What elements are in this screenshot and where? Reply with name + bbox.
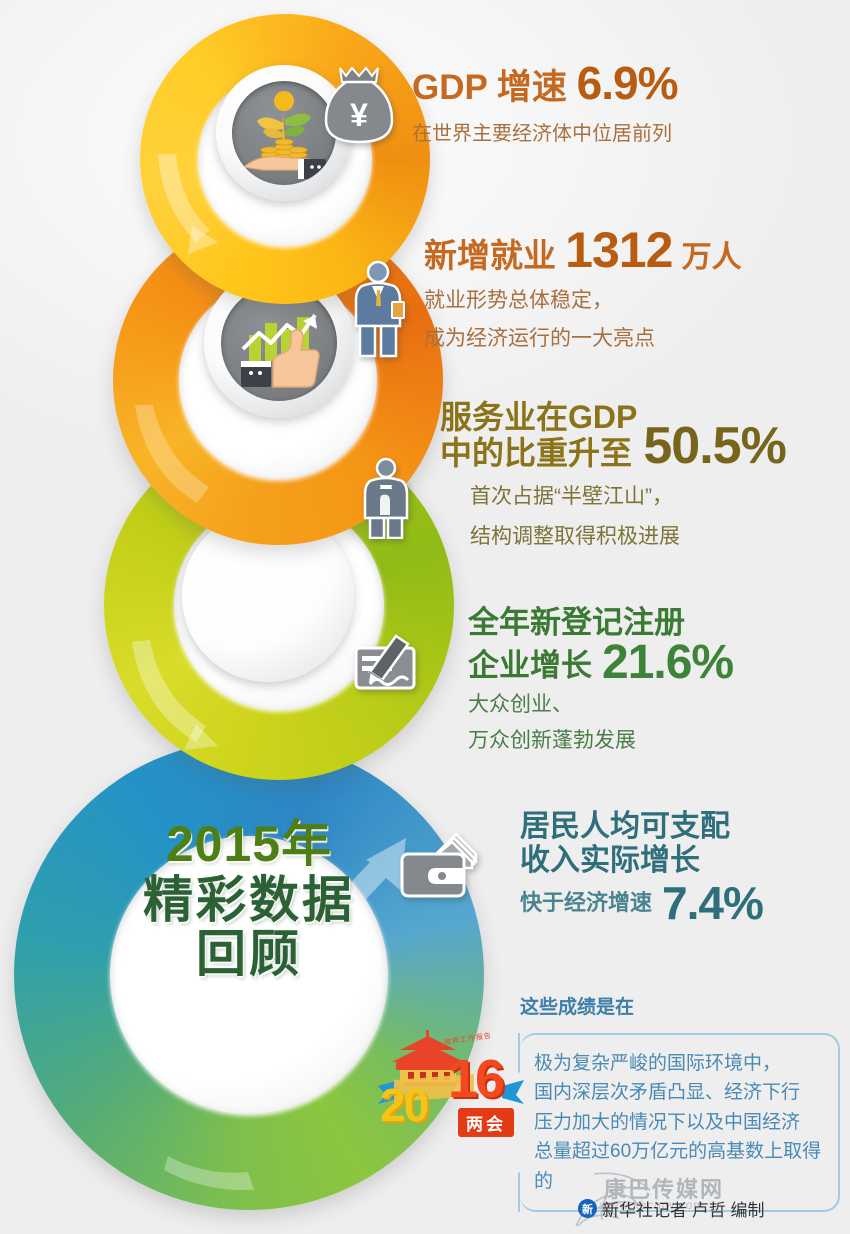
gdp-value: 6.9% xyxy=(576,57,679,109)
enterprises-subtext-line1: 大众创业、 xyxy=(468,692,573,716)
services-headline-line1: 服务业在GDP xyxy=(440,399,638,435)
enterprises-value: 21.6% xyxy=(602,635,734,689)
enterprises-headline-line1: 全年新登记注册 xyxy=(468,605,685,640)
employment-subtext-line2: 成为经济运行的一大亮点 xyxy=(424,327,655,351)
note-line4: 总量超过60万亿元的高基数上取得的 xyxy=(534,1141,822,1192)
service-worker-icon xyxy=(358,455,414,544)
credit-line: 新 新华社记者 卢哲 编制 xyxy=(578,1196,764,1221)
liang-hui-2016-badge: 政府工作报告 20 16 两会 xyxy=(374,1028,530,1146)
thumbs-up-bar-chart-icon xyxy=(241,313,320,388)
enterprises-headline-line2: 企业增长 xyxy=(468,648,592,684)
gdp-subtext: 在世界主要经济体中位居前列 xyxy=(412,122,672,145)
stat-block-new-enterprises: 全年新登记注册 企业增长 21.6% 大众创业、 万众创新蓬勃发展 xyxy=(468,605,848,757)
title-line2: 精彩数据 xyxy=(143,872,355,928)
income-headline-line2: 收入实际增长 xyxy=(520,843,700,877)
businessman-icon xyxy=(348,258,408,363)
stat-block-employment: 新增就业 1312 万人 就业形势总体稳定， 成为经济运行的一大亮点 xyxy=(424,222,844,355)
sign-document-pen-icon xyxy=(352,628,428,701)
income-sub-prefix: 快于经济增速 xyxy=(520,889,653,915)
medallion-employment-disc xyxy=(221,285,337,401)
medallion-gdp-disc xyxy=(232,81,336,185)
ring-income-overview xyxy=(14,740,484,1210)
services-headline-line2: 中的比重升至 xyxy=(440,434,633,471)
svg-text:¥: ¥ xyxy=(350,97,368,133)
services-headline: 服务业在GDP 中的比重升至 50.5% xyxy=(440,399,845,476)
note-line2: 国内深层次矛盾凸显、经济下行 xyxy=(534,1082,801,1104)
services-value: 50.5% xyxy=(643,417,786,476)
title-year: 2015年 xyxy=(165,816,333,872)
gdp-headline: GDP 增速 6.9% xyxy=(412,57,842,110)
badge-liang-hui-label: 两会 xyxy=(458,1108,514,1137)
note-lead: 这些成绩是在 xyxy=(520,997,635,1018)
services-subtext-line2: 结构调整取得积极进展 xyxy=(470,525,680,549)
employment-headline: 新增就业 1312 万人 xyxy=(424,222,844,278)
enterprises-subtext-line2: 万众创新蓬勃发展 xyxy=(468,729,636,753)
context-note: 这些成绩是在 极为复杂严峻的国际环境中， 国内深层次矛盾凸显、经济下行 压力加大… xyxy=(518,992,840,1213)
medallion-gdp xyxy=(216,65,352,201)
wallet-icon xyxy=(398,828,482,907)
money-bag-yen-icon: ¥ xyxy=(322,60,396,153)
badge-year-suffix: 16 xyxy=(448,1049,505,1109)
badge-year-prefix: 20 xyxy=(380,1079,429,1131)
employment-subtext-line1: 就业形势总体稳定， xyxy=(424,289,613,312)
xinhua-logo-icon: 新 xyxy=(578,1199,597,1218)
employment-headline-text: 新增就业 xyxy=(424,237,556,274)
income-value-row: 快于经济增速 7.4% xyxy=(520,877,850,930)
plant-coins-in-hand-icon xyxy=(242,91,326,179)
income-value: 7.4% xyxy=(662,877,764,930)
page-title: 2015年 精彩数据 回顾 xyxy=(110,760,388,1038)
note-line1: 极为复杂严峻的国际环境中， xyxy=(534,1053,782,1074)
employment-value: 1312 xyxy=(565,222,673,278)
gdp-headline-text: GDP 增速 xyxy=(412,68,567,107)
ring4-inner-disc xyxy=(110,836,388,1114)
services-subtext-line1: 首次占据“半壁江山”， xyxy=(470,484,673,508)
note-line3: 压力加大的情况下以及中国经济 xyxy=(534,1111,801,1133)
badge-medallion-2016: 政府工作报告 20 16 两会 xyxy=(182,510,524,1137)
stat-block-gdp: GDP 增速 6.9% 在世界主要经济体中位居前列 xyxy=(412,57,842,149)
note-box: 极为复杂严峻的国际环境中， 国内深层次矛盾凸显、经济下行 压力加大的情况下以及中… xyxy=(518,1033,840,1213)
stat-block-income: 居民人均可支配 收入实际增长 快于经济增速 7.4% xyxy=(520,810,850,930)
credit-text: 新华社记者 卢哲 编制 xyxy=(602,1201,765,1220)
employment-unit: 万人 xyxy=(681,241,742,274)
enterprises-headline-row2: 企业增长 21.6% xyxy=(468,635,848,689)
title-line3: 回顾 xyxy=(196,926,302,982)
income-headline-line1: 居民人均可支配 xyxy=(520,810,730,843)
stat-block-services: 服务业在GDP 中的比重升至 50.5% 首次占据“半壁江山”， 结构调整取得积… xyxy=(440,399,845,553)
